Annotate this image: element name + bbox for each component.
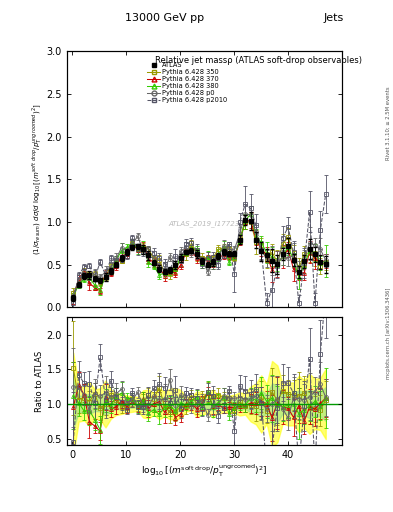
Text: Relative jet massρ (ATLAS soft-drop observables): Relative jet massρ (ATLAS soft-drop obse… xyxy=(155,56,362,66)
Text: Rivet 3.1.10; ≥ 2.5M events: Rivet 3.1.10; ≥ 2.5M events xyxy=(386,86,391,160)
X-axis label: $\log_{10}[(m^{\rm soft\ drop}/p_{\rm T}^{\rm ungroomed})^2]$: $\log_{10}[(m^{\rm soft\ drop}/p_{\rm T}… xyxy=(141,463,268,479)
Legend: ATLAS, Pythia 6.428 350, Pythia 6.428 370, Pythia 6.428 380, Pythia 6.428 p0, Py: ATLAS, Pythia 6.428 350, Pythia 6.428 37… xyxy=(144,60,230,106)
Y-axis label: Ratio to ATLAS: Ratio to ATLAS xyxy=(35,351,44,412)
Y-axis label: $(1/\sigma_{resum})$ $d\sigma/d$ $\log_{10}[(m^{soft\ drop}/p_T^{ungroomed})^2]$: $(1/\sigma_{resum})$ $d\sigma/d$ $\log_{… xyxy=(31,103,44,255)
Text: mcplots.cern.ch [arXiv:1306.3436]: mcplots.cern.ch [arXiv:1306.3436] xyxy=(386,287,391,378)
Text: ATLAS_2019_I1772362: ATLAS_2019_I1772362 xyxy=(169,220,249,227)
Text: Jets: Jets xyxy=(323,13,344,23)
Text: 13000 GeV pp: 13000 GeV pp xyxy=(125,13,205,23)
